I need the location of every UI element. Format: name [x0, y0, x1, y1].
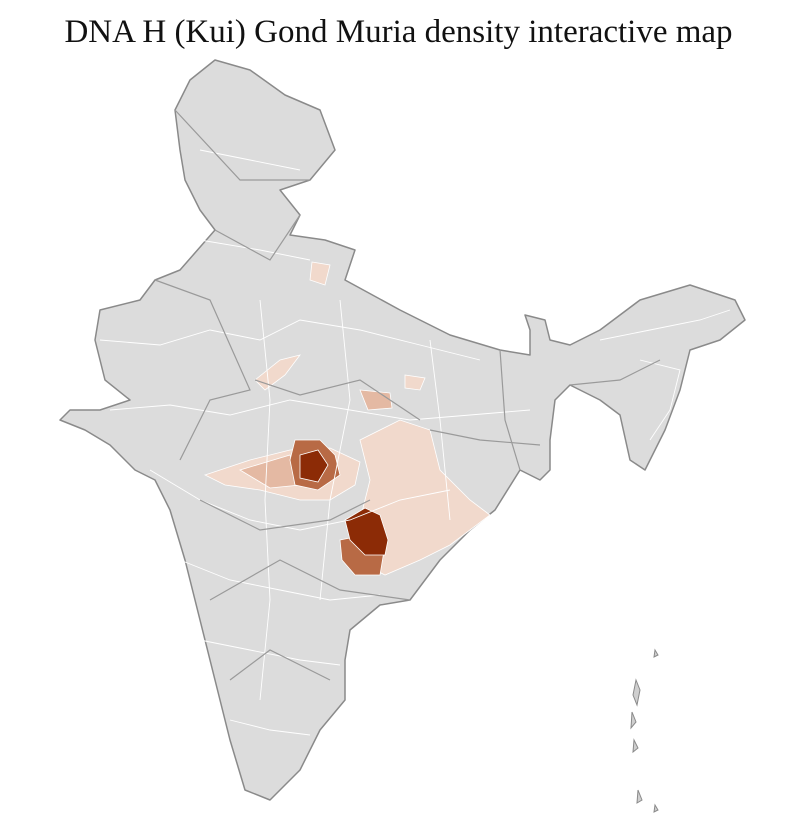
map-shape	[259, 299, 271, 701]
map-shape	[174, 109, 310, 181]
map-shape	[359, 389, 393, 411]
map-shape	[299, 449, 329, 483]
islands	[630, 648, 659, 813]
map-shape	[199, 639, 341, 666]
district-borders	[99, 149, 731, 736]
map-shape	[109, 399, 531, 421]
map-shape	[653, 803, 659, 813]
map-shape	[632, 738, 639, 754]
map-shape	[199, 239, 311, 261]
map-shape	[229, 719, 311, 736]
map-shape	[499, 349, 521, 471]
map-shape	[344, 507, 389, 556]
map-shape	[179, 559, 381, 601]
map-shape	[154, 279, 251, 461]
map-shape	[429, 429, 541, 446]
map-shape	[254, 354, 301, 391]
map-shape	[199, 149, 301, 171]
map-shape	[309, 261, 331, 286]
map-shape	[630, 711, 637, 730]
state-borders	[154, 109, 661, 681]
density-regions	[203, 261, 491, 576]
map-shape	[229, 649, 331, 681]
map-shape	[199, 499, 371, 531]
map-shape	[254, 379, 421, 421]
map-shape	[569, 359, 661, 386]
map-shape	[319, 299, 351, 601]
map-title: DNA H (Kui) Gond Muria density interacti…	[64, 14, 733, 50]
map-shape	[636, 789, 643, 804]
map-shape	[209, 559, 411, 601]
map-shape	[429, 339, 451, 521]
map-shape	[99, 319, 481, 361]
map-shape	[639, 359, 681, 441]
map-shape	[653, 648, 659, 658]
map-shape	[599, 309, 731, 341]
map-shape	[404, 374, 426, 391]
map-shape	[632, 678, 641, 707]
map-shape	[214, 214, 301, 261]
